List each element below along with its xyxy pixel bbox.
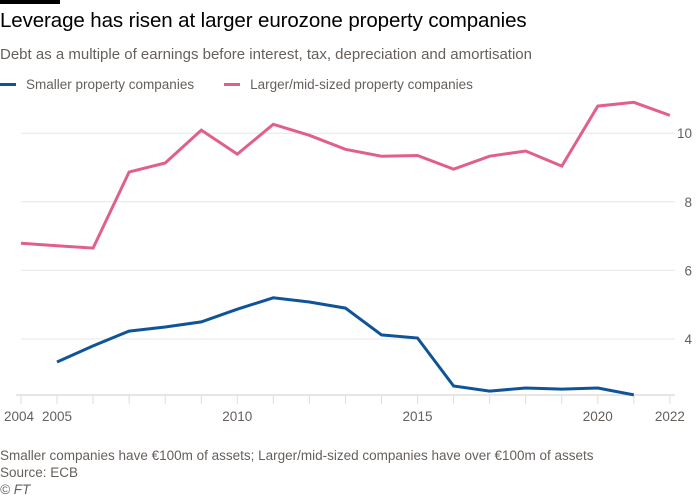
series-lines (20, 100, 671, 397)
series-line-smaller (56, 296, 635, 397)
x-tick-label: 2022 (655, 409, 685, 424)
chart-title: Leverage has risen at larger eurozone pr… (0, 9, 527, 32)
legend-label-larger: Larger/mid-sized property companies (250, 77, 473, 92)
y-tick-label: 4 (684, 332, 692, 347)
legend-item-larger: Larger/mid-sized property companies (224, 77, 473, 92)
ft-brand-bar (0, 0, 60, 4)
x-axis-labels: 2004 2005 2010 2015 2020 2022 (4, 409, 685, 424)
legend-label-smaller: Smaller property companies (26, 77, 195, 92)
x-axis (16, 394, 675, 404)
legend-swatch-larger (224, 83, 241, 86)
legend-swatch-smaller (0, 83, 16, 86)
footnote: Smaller companies have €100m of assets; … (0, 448, 594, 463)
legend: Smaller property companies Larger/mid-si… (0, 77, 503, 92)
y-tick-label: 8 (684, 195, 692, 210)
legend-item-smaller: Smaller property companies (0, 77, 194, 92)
series-line-larger (20, 100, 671, 250)
y-tick-label: 6 (684, 263, 692, 278)
gridlines (21, 132, 675, 340)
x-tick-label: 2004 (4, 409, 35, 424)
copyright: © FT (0, 482, 31, 497)
x-tick-label: 2010 (222, 409, 252, 424)
x-tick-label: 2005 (42, 409, 72, 424)
source-note: Source: ECB (0, 465, 79, 480)
x-tick-label: 2015 (403, 409, 433, 424)
y-tick-label: 10 (677, 126, 692, 141)
chart-subtitle: Debt as a multiple of earnings before in… (0, 46, 532, 63)
y-axis-labels: 4 6 8 10 (677, 126, 693, 347)
x-tick-label: 2020 (583, 409, 613, 424)
